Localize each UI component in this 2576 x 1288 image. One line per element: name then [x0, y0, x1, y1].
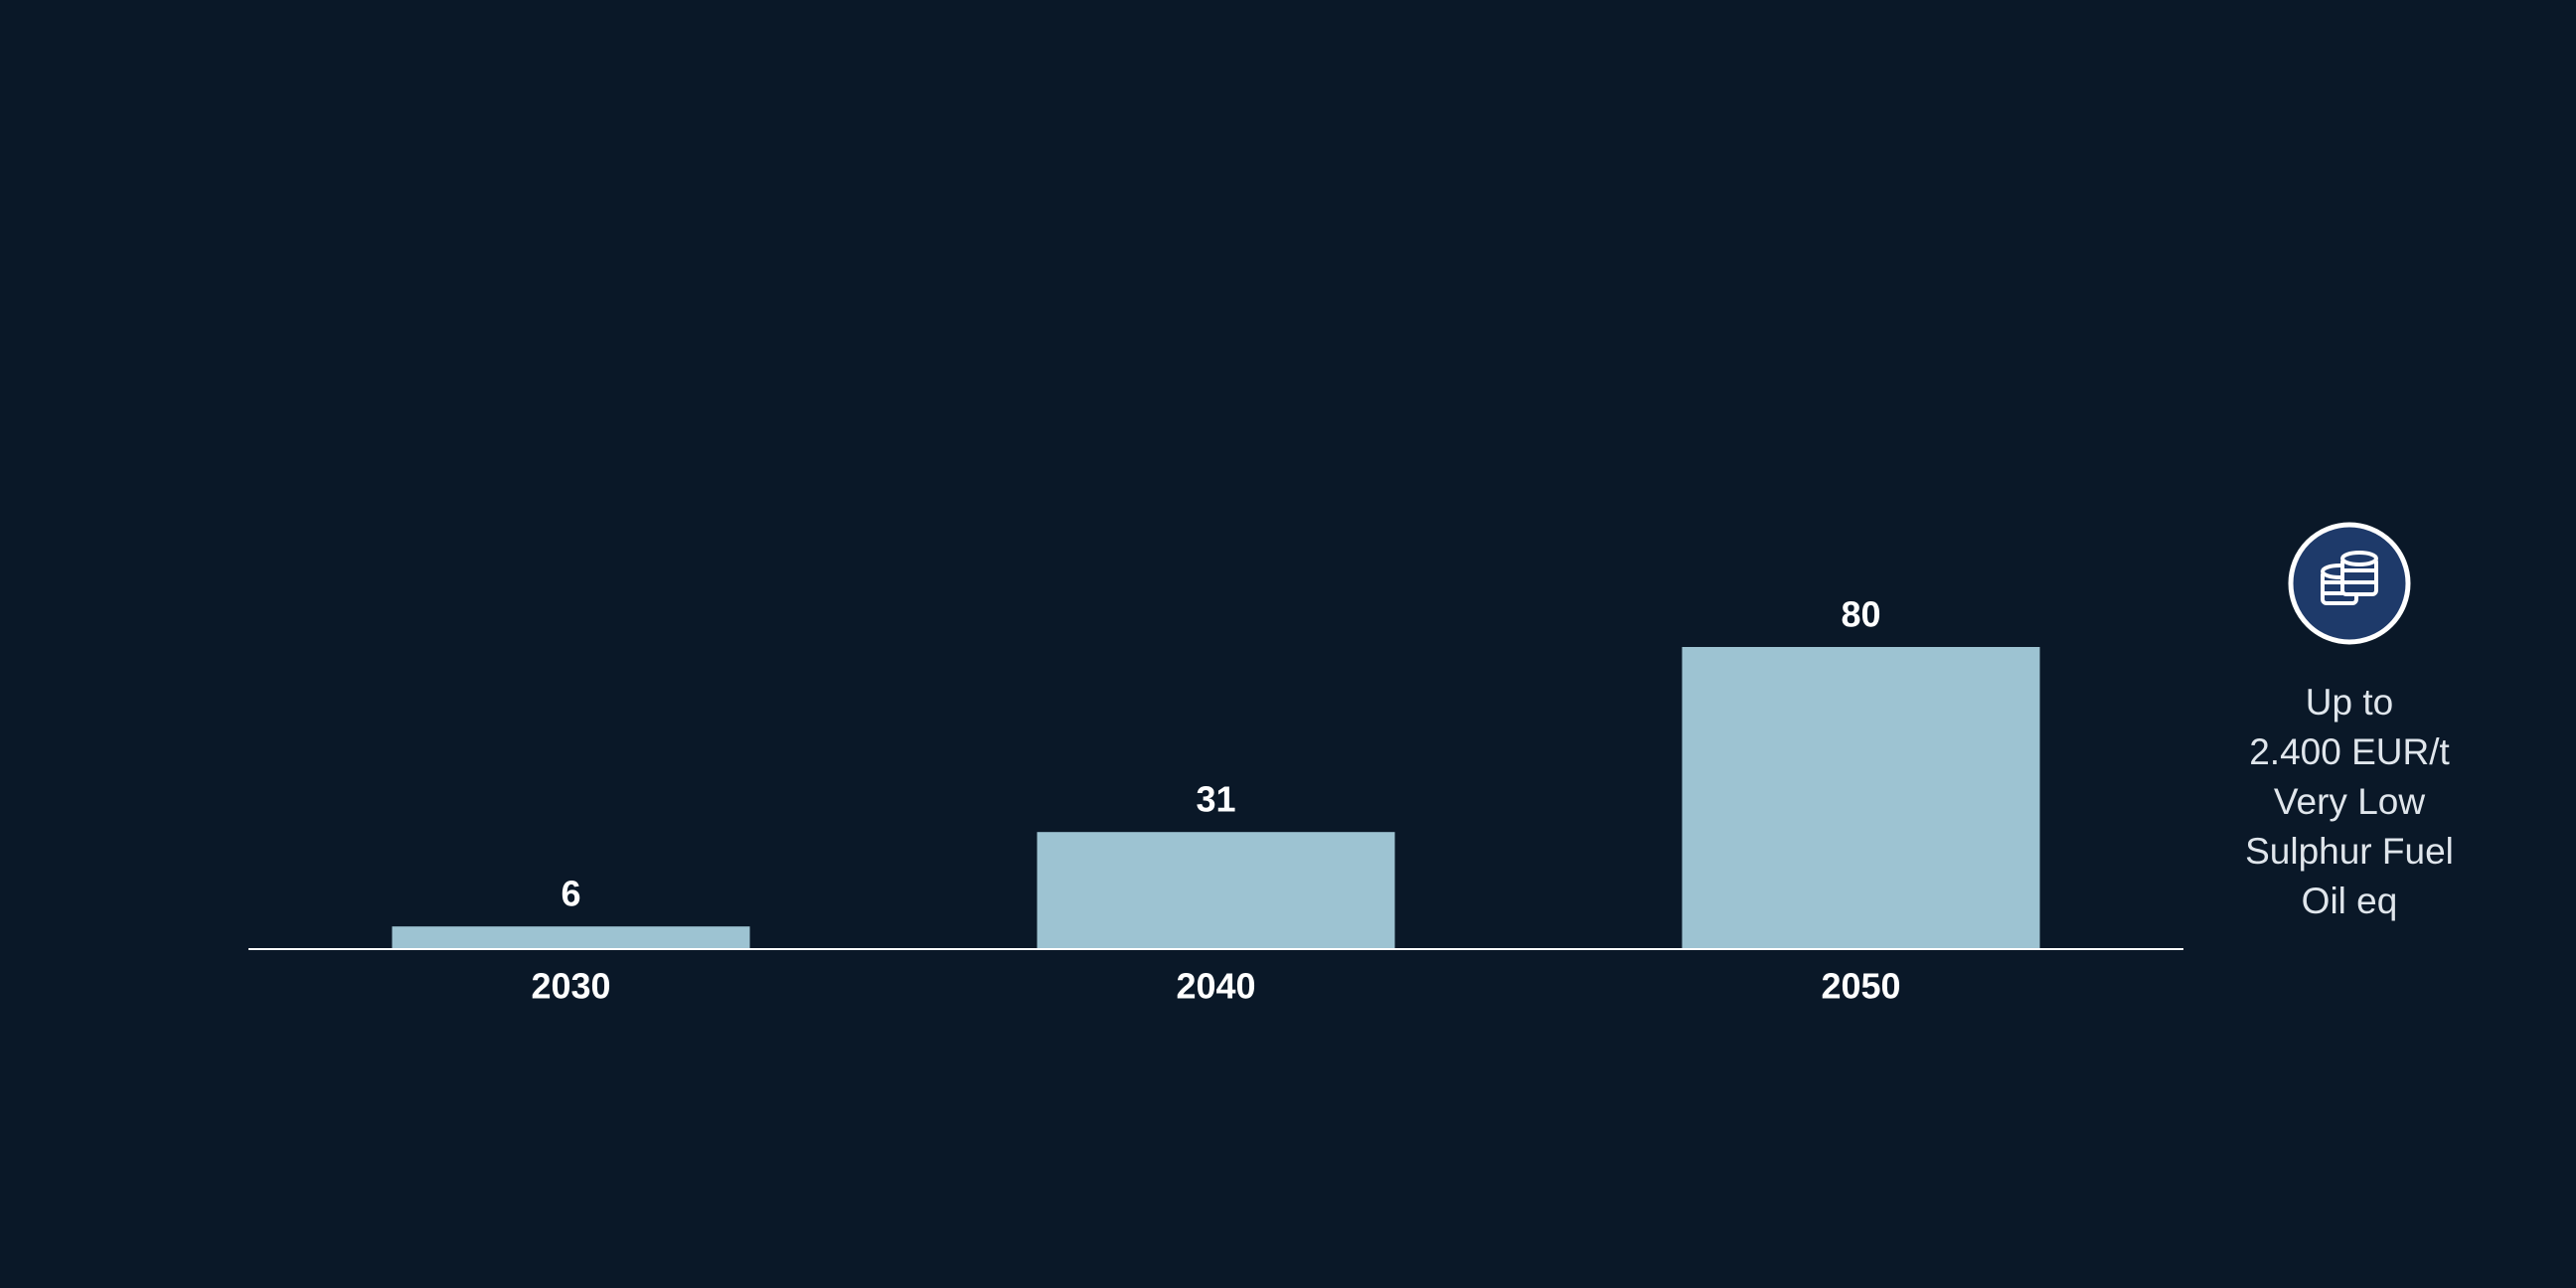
bar: [392, 926, 750, 949]
annotation: Up to: [2306, 682, 2393, 723]
value-label: 80: [1841, 594, 1880, 635]
value-label: 6: [561, 874, 580, 914]
bar: [1037, 832, 1395, 949]
annotation: Very Low: [2274, 781, 2425, 822]
bar: [1682, 647, 2040, 949]
annotation: Sulphur Fuel: [2245, 831, 2454, 872]
annotation: Oil eq: [2302, 881, 2398, 921]
x-tick-label: 2050: [1821, 966, 1900, 1007]
coin-icon: [2288, 522, 2411, 645]
icon-coins: [2321, 551, 2378, 605]
x-tick-label: 2030: [531, 966, 610, 1007]
annotation: 2.400 EUR/t: [2249, 731, 2450, 772]
x-tick-label: 2040: [1176, 966, 1255, 1007]
value-label: 31: [1196, 779, 1235, 820]
